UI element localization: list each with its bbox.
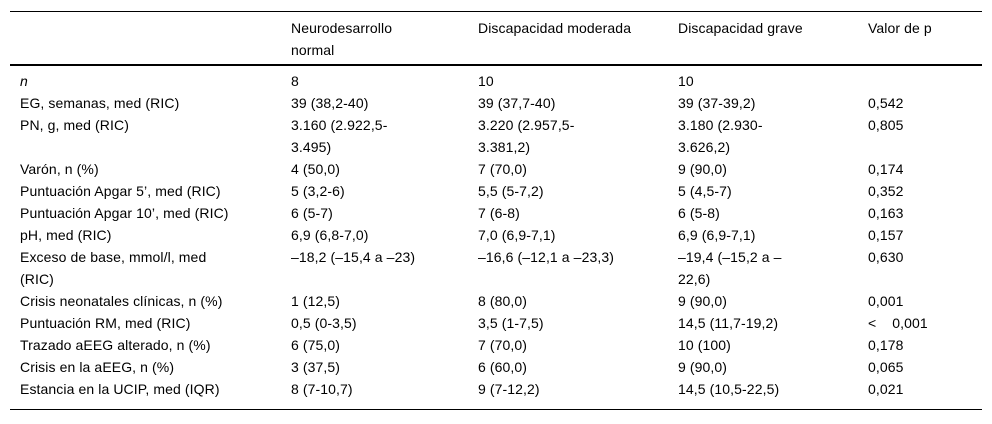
data-cell: 39 (37,7-40) [478, 95, 556, 111]
p-value-cell: 0,352 [868, 183, 904, 199]
row-label: Crisis en la aEEG, n (%) [20, 359, 175, 375]
row-label: pH, med (RIC) [20, 227, 112, 243]
table-row: PN, g, med (RIC) 3.160 (2.922,5- 3.495) 3.… [10, 114, 982, 158]
row-label: Puntuación Apgar 10’, med (RIC) [20, 205, 229, 221]
row-label: PN, g, med (RIC) [20, 117, 129, 133]
col-header-discapacidad-grave: Discapacidad grave [678, 11, 868, 66]
data-cell: 9 (90,0) [678, 293, 728, 309]
table-row: Puntuación Apgar 5’, med (RIC) 5 (3,2-6) 5… [10, 180, 982, 202]
data-cell: 8 (7-10,7) [291, 381, 353, 397]
data-cell: 14,5 (11,7-19,2) [678, 315, 779, 331]
data-cell: 10 [678, 73, 694, 89]
row-label: Exceso de base, mmol/l, med (RIC) [20, 249, 207, 287]
p-value-cell: 0,065 [868, 359, 904, 375]
data-cell: 6,9 (6,9-7,1) [678, 227, 756, 243]
p-value-cell: < 0,001 [868, 315, 928, 331]
data-cell: 39 (37-39,2) [678, 95, 756, 111]
data-cell: 1 (12,5) [291, 293, 341, 309]
row-label: Varón, n (%) [20, 161, 99, 177]
p-value-cell: 0,630 [868, 249, 904, 265]
p-value-cell: 0,163 [868, 205, 904, 221]
data-cell: 7,0 (6,9-7,1) [478, 227, 556, 243]
row-label: n [20, 73, 28, 89]
data-cell: 7 (6-8) [478, 205, 520, 221]
table-header-row: Neurodesarrollo normal Discapacidad mode… [10, 11, 982, 66]
table-row: Crisis neonatales clínicas, n (%) 1 (12,5… [10, 290, 982, 312]
table-row: Puntuación RM, med (RIC) 0,5 (0-3,5) 3,5 (… [10, 312, 982, 334]
data-cell: 5 (4,5-7) [678, 183, 732, 199]
data-cell: 3.180 (2.930- 3.626,2) [678, 117, 763, 155]
col-header-neurodesarrollo-normal: Neurodesarrollo normal [291, 11, 478, 66]
data-cell: 6,9 (6,8-7,0) [291, 227, 369, 243]
data-cell: 9 (90,0) [678, 161, 728, 177]
data-cell: 6 (60,0) [478, 359, 528, 375]
table-row: Crisis en la aEEG, n (%) 3 (37,5) 6 (60,0)… [10, 356, 982, 378]
data-cell: 7 (70,0) [478, 161, 528, 177]
p-value-cell: 0,805 [868, 117, 904, 133]
data-cell: 39 (38,2-40) [291, 95, 369, 111]
data-cell: 6 (5-8) [678, 205, 720, 221]
data-cell: 3.220 (2.957,5- 3.381,2) [478, 117, 575, 155]
table-row: Estancia en la UCIP, med (IQR) 8 (7-10,7)… [10, 378, 982, 410]
table-row: Varón, n (%) 4 (50,0) 7 (70,0) 9 (90,0) 0,17… [10, 158, 982, 180]
row-label: Puntuación Apgar 5’, med (RIC) [20, 183, 221, 199]
table-row: pH, med (RIC) 6,9 (6,8-7,0) 7,0 (6,9-7,1) 6… [10, 224, 982, 246]
data-cell: 3,5 (1-7,5) [478, 315, 544, 331]
row-label: Crisis neonatales clínicas, n (%) [20, 293, 223, 309]
row-label: Estancia en la UCIP, med (IQR) [20, 381, 220, 397]
data-cell: 10 [478, 73, 494, 89]
data-cell: 4 (50,0) [291, 161, 341, 177]
table-row: Trazado aEEG alterado, n (%) 6 (75,0) 7 (7… [10, 334, 982, 356]
data-cell: 8 (80,0) [478, 293, 528, 309]
table-row: Puntuación Apgar 10’, med (RIC) 6 (5-7) 7 … [10, 202, 982, 224]
data-cell: 0,5 (0-3,5) [291, 315, 357, 331]
p-value-cell: 0,178 [868, 337, 904, 353]
data-cell: 3.160 (2.922,5- 3.495) [291, 117, 388, 155]
data-cell: 7 (70,0) [478, 337, 528, 353]
data-cell: 9 (90,0) [678, 359, 728, 375]
data-cell: 5 (3,2-6) [291, 183, 345, 199]
p-value-cell: 0,542 [868, 95, 904, 111]
data-cell: 14,5 (10,5-22,5) [678, 381, 780, 397]
p-value-cell: 0,157 [868, 227, 904, 243]
data-cell: –16,6 (–12,1 a –23,3) [478, 249, 614, 265]
data-cell: 5,5 (5-7,2) [478, 183, 544, 199]
col-header-discapacidad-moderada: Discapacidad moderada [478, 11, 678, 66]
outcome-table: Neurodesarrollo normal Discapacidad mode… [10, 11, 982, 410]
paper-table-container: Neurodesarrollo normal Discapacidad mode… [10, 11, 982, 410]
p-value-cell: 0,001 [868, 293, 904, 309]
table-row: EG, semanas, med (RIC) 39 (38,2-40) 39 (37… [10, 92, 982, 114]
data-cell: –19,4 (–15,2 a – 22,6) [678, 249, 782, 287]
col-header-empty [10, 11, 291, 66]
row-label: Trazado aEEG alterado, n (%) [20, 337, 211, 353]
data-cell: 3 (37,5) [291, 359, 341, 375]
data-cell: 6 (5-7) [291, 205, 333, 221]
data-cell: –18,2 (–15,4 a –23) [291, 249, 416, 265]
row-label: Puntuación RM, med (RIC) [20, 315, 191, 331]
table-body: n 8 10 10 EG, semanas, med (RIC) 39 (38,2-40)… [10, 65, 982, 410]
table-row: n 8 10 10 [10, 65, 982, 92]
p-value-cell: 0,021 [868, 381, 904, 397]
data-cell: 9 (7-12,2) [478, 381, 540, 397]
data-cell: 8 [291, 73, 299, 89]
data-cell: 6 (75,0) [291, 337, 341, 353]
row-label: EG, semanas, med (RIC) [20, 95, 180, 111]
p-value-cell [868, 65, 982, 92]
p-value-cell: 0,174 [868, 161, 904, 177]
table-row: Exceso de base, mmol/l, med (RIC) –18,2 (… [10, 246, 982, 290]
col-header-valor-de-p: Valor de p [868, 11, 982, 66]
data-cell: 10 (100) [678, 337, 731, 353]
